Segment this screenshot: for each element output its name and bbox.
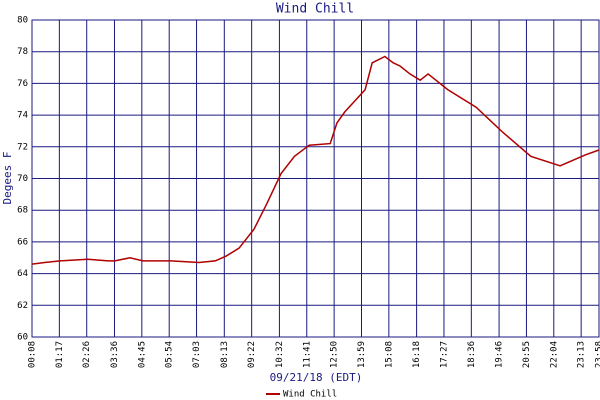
legend-label: Wind Chill <box>283 390 337 400</box>
y-tick-label: 64 <box>17 269 28 279</box>
x-axis-title: 09/21/18 (EDT) <box>270 371 363 384</box>
y-tick-label: 66 <box>17 237 28 247</box>
x-tick-label: 05:54 <box>165 341 175 368</box>
y-tick-label: 70 <box>17 174 28 184</box>
x-tick-label: 00:08 <box>28 341 38 368</box>
x-tick-label: 09:22 <box>247 341 257 368</box>
x-tick-label: 20:55 <box>522 341 532 368</box>
x-tick-label: 13:59 <box>357 341 367 368</box>
x-tick-label: 08:13 <box>220 341 230 368</box>
x-tick-label: 17:27 <box>439 341 449 368</box>
x-tick-label: 19:46 <box>495 341 505 368</box>
x-tick-label: 15:08 <box>384 341 394 368</box>
x-tick-label: 01:17 <box>55 341 65 368</box>
x-tick-label: 03:36 <box>110 341 120 368</box>
y-tick-label: 76 <box>17 79 28 89</box>
x-tick-label: 22:04 <box>549 341 559 368</box>
y-tick-label: 72 <box>17 142 28 152</box>
y-tick-label: 62 <box>17 301 28 311</box>
y-axis-title: Degees F <box>1 152 14 205</box>
y-tick-label: 60 <box>17 333 28 343</box>
x-tick-label: 23:13 <box>577 341 587 368</box>
x-tick-label: 07:03 <box>192 341 202 368</box>
x-tick-label: 10:32 <box>275 341 285 368</box>
x-tick-label: 11:41 <box>302 341 312 368</box>
x-tick-label: 18:36 <box>467 341 477 368</box>
y-tick-label: 78 <box>17 47 28 57</box>
data-line <box>31 55 600 265</box>
y-tick-label: 80 <box>17 16 28 26</box>
x-tick-label: 12:50 <box>330 341 340 368</box>
x-tick-label: 23:58 <box>595 341 600 368</box>
y-tick-label: 68 <box>17 206 28 216</box>
x-tick-label: 02:26 <box>82 341 92 368</box>
x-tick-label: 16:18 <box>412 341 422 368</box>
chart-title: Wind Chill <box>276 2 354 17</box>
x-tick-label: 04:45 <box>137 341 147 368</box>
y-tick-label: 74 <box>17 111 28 121</box>
